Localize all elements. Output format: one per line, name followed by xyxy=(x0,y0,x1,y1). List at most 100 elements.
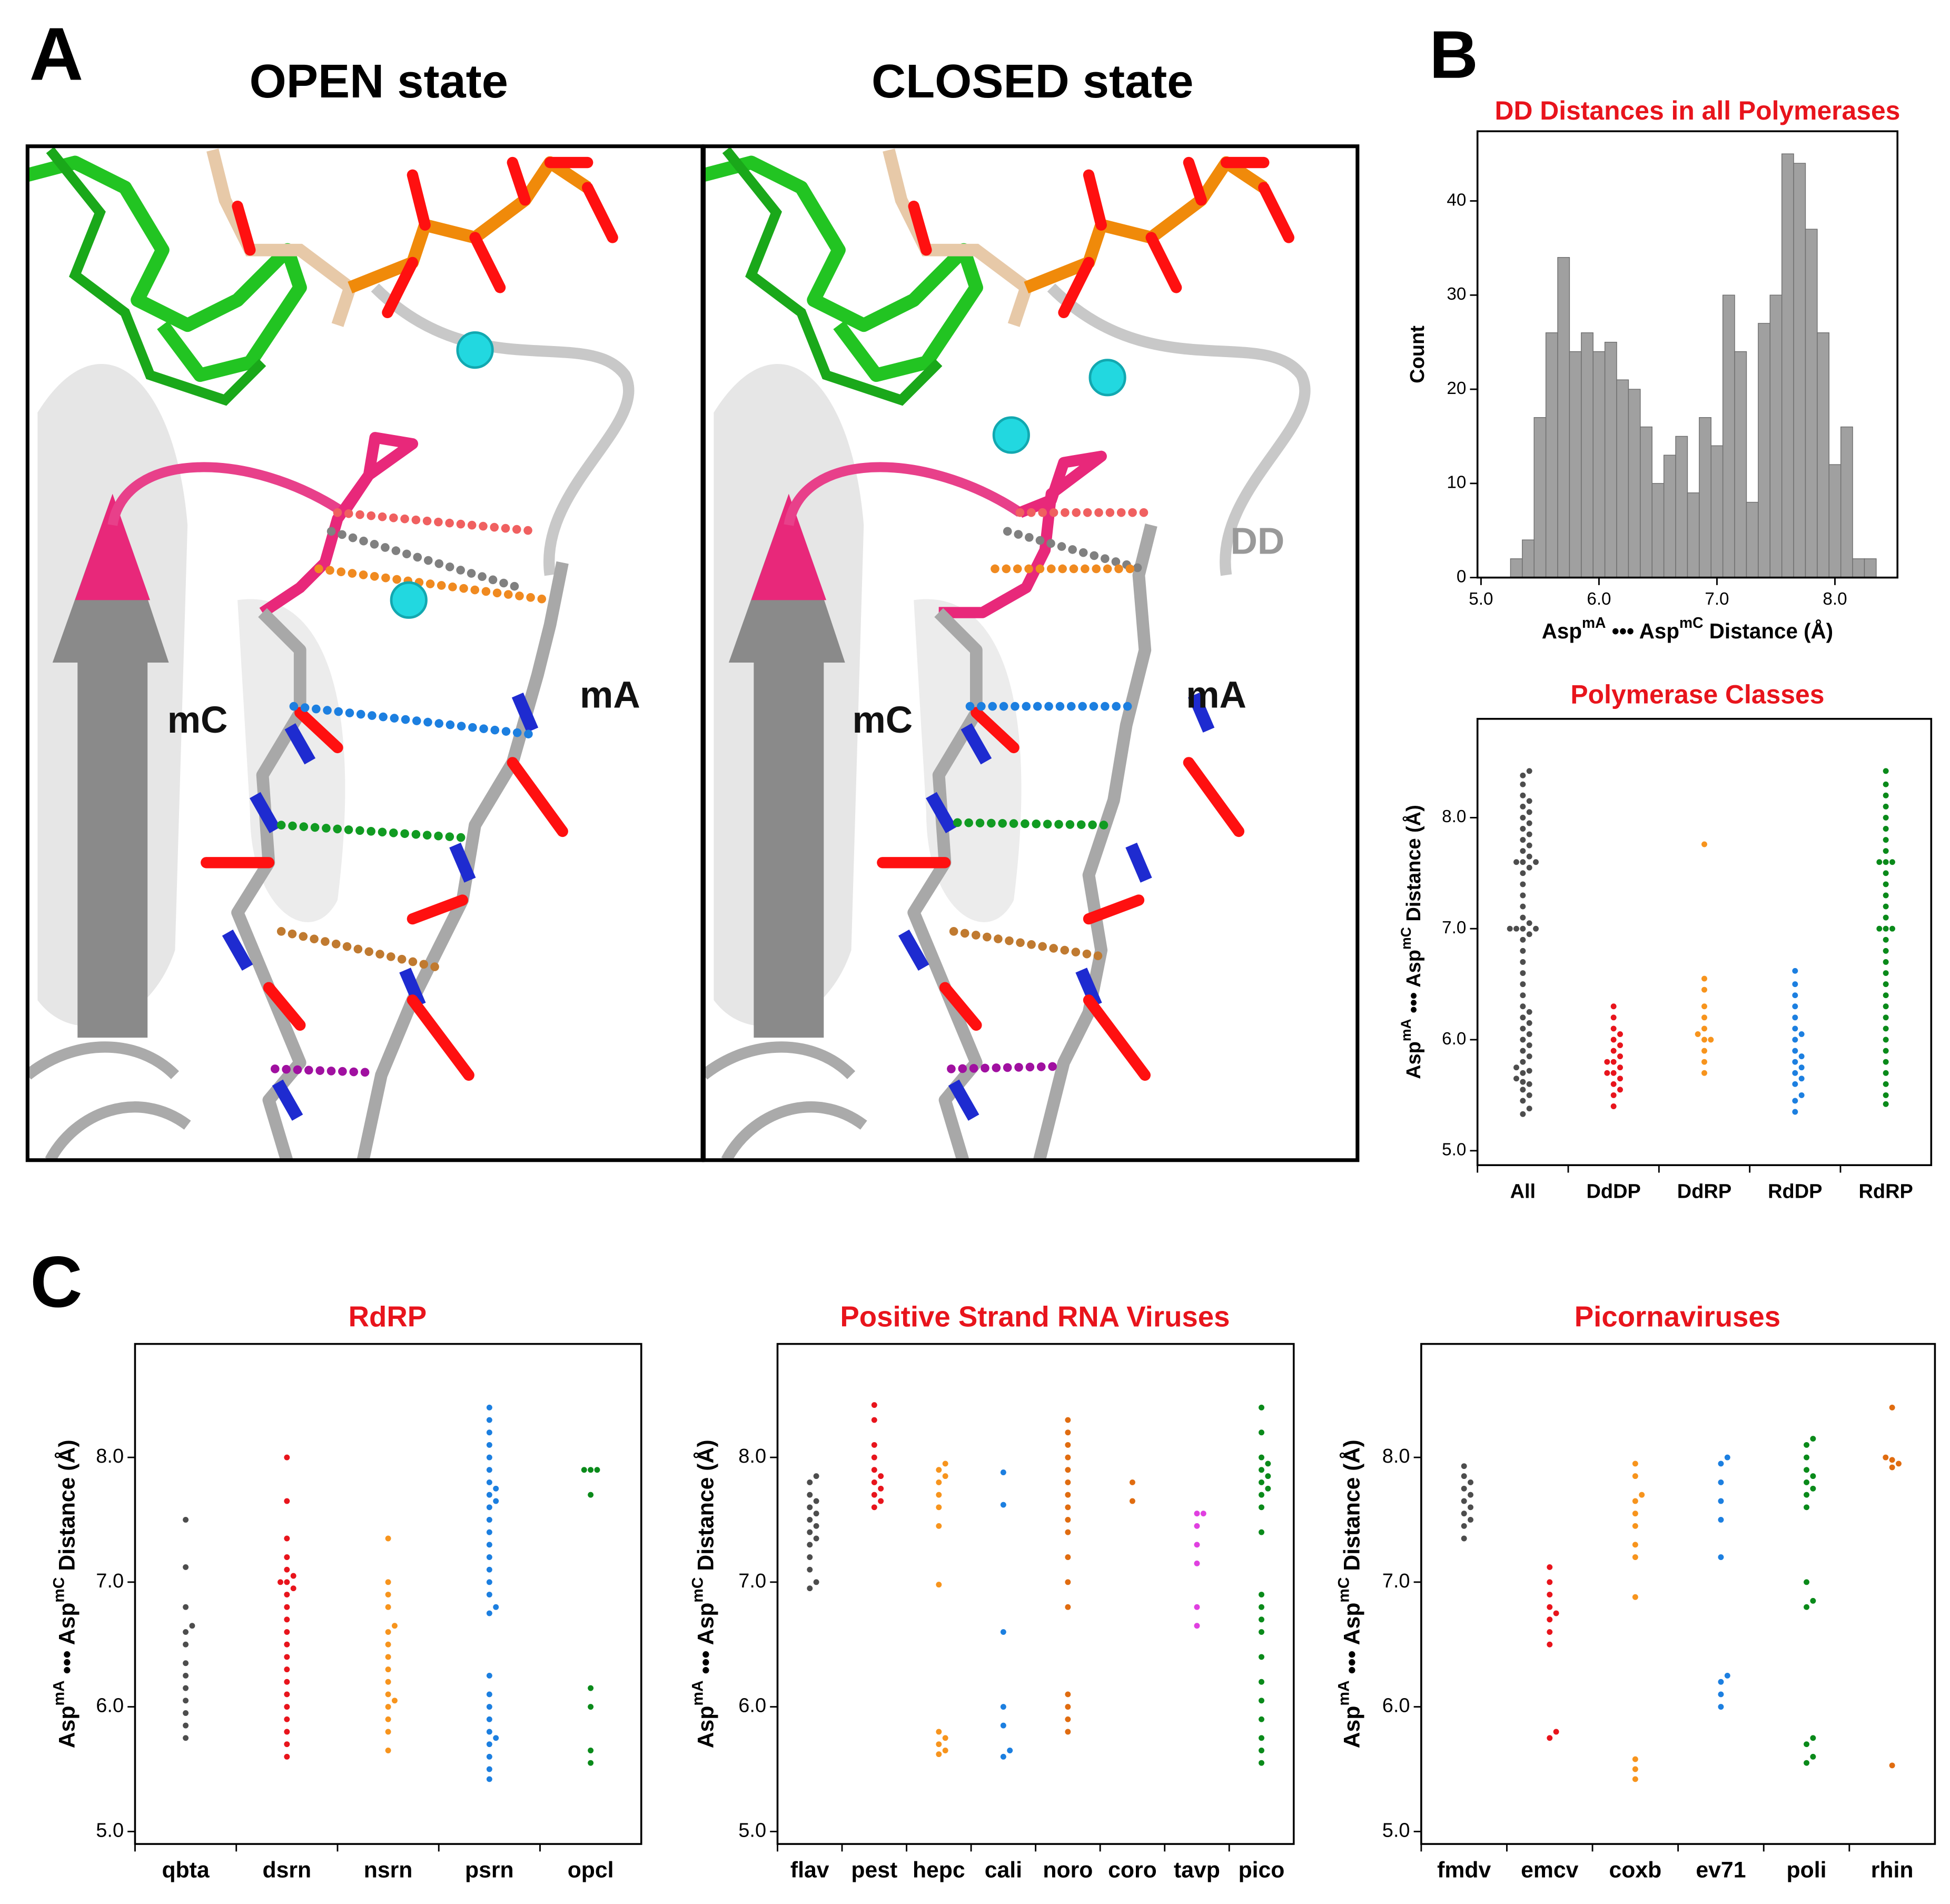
oxygen xyxy=(971,707,1019,754)
data-point xyxy=(588,1748,594,1753)
oxygen xyxy=(1058,257,1095,319)
strand-label: mC xyxy=(852,699,913,741)
data-point xyxy=(284,1716,290,1722)
data-point xyxy=(385,1629,391,1635)
plot-frame xyxy=(1476,130,1899,579)
data-point xyxy=(1883,1081,1889,1087)
plot-frame xyxy=(776,1343,1295,1845)
data-point xyxy=(493,1498,499,1504)
data-point xyxy=(1792,1059,1798,1065)
data-point xyxy=(1526,809,1532,815)
axis-label-part: Asp xyxy=(1403,1041,1425,1079)
data-point xyxy=(1804,1479,1809,1485)
data-point xyxy=(1129,1498,1135,1504)
data-point xyxy=(1000,1502,1006,1508)
data-point xyxy=(1468,1504,1473,1511)
data-point xyxy=(1461,1485,1467,1492)
data-point xyxy=(942,1461,948,1467)
data-point xyxy=(1883,1092,1889,1098)
data-point xyxy=(486,1753,492,1760)
data-point xyxy=(1194,1542,1200,1548)
data-point xyxy=(1520,948,1526,954)
axis-label-sup: mA xyxy=(51,1680,68,1705)
data-point xyxy=(807,1542,813,1548)
h-bond xyxy=(276,927,449,973)
x-tick-label: fmdv xyxy=(1437,1858,1491,1883)
data-point xyxy=(385,1654,391,1660)
data-point xyxy=(1810,1436,1816,1442)
data-point xyxy=(1718,1554,1724,1560)
data-point xyxy=(486,1529,492,1535)
data-point xyxy=(1883,826,1889,832)
x-tick-label: All xyxy=(1510,1180,1536,1202)
data-point xyxy=(1526,820,1532,826)
x-tick-label: 5.0 xyxy=(1469,589,1493,609)
data-point xyxy=(1883,925,1889,932)
x-tick-label: 8.0 xyxy=(1823,589,1847,609)
data-point xyxy=(284,1654,290,1660)
bar xyxy=(1533,417,1547,578)
data-point xyxy=(813,1511,819,1517)
data-point xyxy=(1632,1594,1638,1600)
h-bond xyxy=(289,702,542,739)
data-point xyxy=(1520,981,1526,988)
data-point xyxy=(1520,1098,1526,1104)
data-point xyxy=(1520,814,1526,821)
nitrogen xyxy=(1125,842,1152,883)
data-point xyxy=(1526,1092,1532,1098)
data-point xyxy=(1632,1523,1638,1529)
data-point xyxy=(183,1722,189,1729)
data-point xyxy=(1526,1031,1532,1037)
data-point xyxy=(1792,1109,1798,1115)
data-point xyxy=(1520,1059,1526,1065)
data-point xyxy=(493,1604,499,1610)
data-point xyxy=(183,1710,189,1716)
axis-label-part: Distance (Å) xyxy=(694,1439,719,1577)
panel-title: OPEN state xyxy=(250,55,508,108)
axis-label-sup: mC xyxy=(1398,927,1414,950)
x-tick-label: RdDP xyxy=(1768,1180,1822,1202)
data-point xyxy=(1526,798,1532,804)
data-point xyxy=(871,1442,877,1448)
data-point xyxy=(1610,1081,1617,1087)
data-point xyxy=(391,1623,398,1629)
oxygen xyxy=(507,156,531,206)
data-point xyxy=(1547,1735,1553,1741)
data-point xyxy=(1507,925,1513,932)
y-tick-label: 40 xyxy=(1447,190,1466,210)
bar xyxy=(1828,464,1842,578)
data-point xyxy=(1129,1479,1135,1485)
data-point xyxy=(1632,1766,1638,1772)
y-axis-label: AspmA ••• AspmC Distance (Å) xyxy=(1335,1439,1365,1748)
data-point xyxy=(1804,1760,1809,1766)
data-point xyxy=(871,1504,877,1511)
x-tick-label: pest xyxy=(851,1858,897,1883)
data-point xyxy=(936,1523,942,1529)
data-point xyxy=(813,1473,819,1479)
oxygen xyxy=(1183,156,1207,206)
data-point xyxy=(1065,1716,1071,1722)
data-point xyxy=(1259,1529,1264,1535)
data-point xyxy=(284,1704,290,1710)
data-point xyxy=(1520,936,1526,943)
data-point xyxy=(1804,1467,1809,1473)
h-bond xyxy=(333,508,542,536)
data-point xyxy=(486,1566,492,1573)
bar xyxy=(1640,426,1652,578)
bar xyxy=(1522,539,1535,578)
x-tick-label: rhin xyxy=(1871,1858,1914,1883)
data-point xyxy=(189,1623,195,1629)
structure-open xyxy=(27,146,703,1160)
data-point xyxy=(183,1660,189,1666)
data-point xyxy=(1701,1070,1707,1076)
data-point xyxy=(1883,814,1889,821)
data-point xyxy=(486,1417,492,1423)
data-point xyxy=(1883,936,1889,943)
data-point xyxy=(871,1454,877,1461)
data-point xyxy=(936,1479,942,1485)
beta-arrow xyxy=(728,494,845,1038)
bar xyxy=(1840,426,1853,578)
data-point xyxy=(1513,925,1519,932)
x-tick-label: hepc xyxy=(913,1858,965,1883)
